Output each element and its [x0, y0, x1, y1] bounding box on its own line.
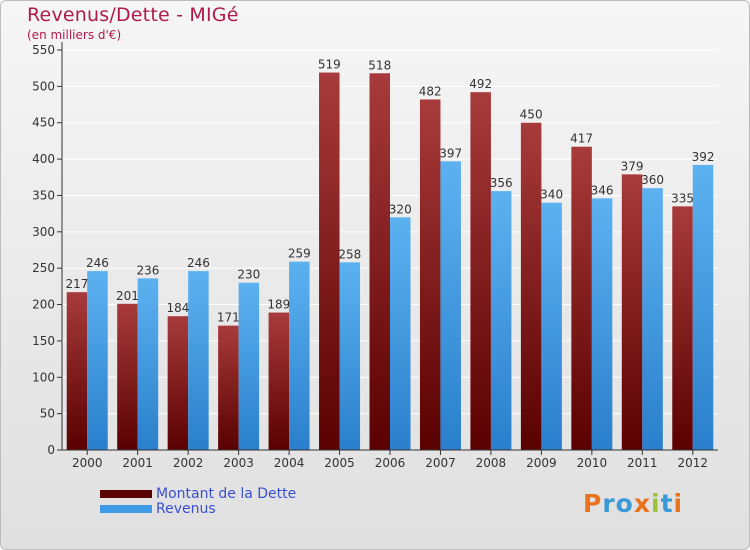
legend-item-debt: Montant de la Dette: [100, 485, 297, 502]
y-tick-label: 400: [32, 152, 55, 166]
y-tick-label: 200: [32, 298, 55, 312]
logo-letter: o: [615, 489, 634, 518]
bar-revenus: [87, 271, 108, 450]
x-tick-label: 2011: [627, 456, 658, 470]
data-label: 340: [540, 188, 563, 202]
x-tick-label: 2001: [122, 456, 153, 470]
logo-letter: r: [602, 489, 616, 518]
bar-revenus: [339, 262, 361, 450]
y-tick-label: 550: [32, 43, 55, 57]
bar-debt: [167, 316, 189, 450]
legend-label-debt: Montant de la Dette: [156, 485, 297, 502]
x-tick-label: 2010: [577, 456, 608, 470]
bar-revenus: [490, 191, 512, 450]
y-tick-label: 450: [32, 116, 55, 130]
x-tick-label: 2000: [72, 456, 103, 470]
data-label: 189: [267, 298, 290, 312]
x-tick-label: 2003: [223, 456, 254, 470]
bar-debt: [218, 325, 239, 450]
bar-debt: [621, 174, 643, 450]
bar-debt: [672, 206, 693, 450]
y-tick-label: 300: [32, 225, 55, 239]
x-tick-label: 2012: [677, 456, 708, 470]
logo-letter: i: [651, 489, 661, 518]
data-label: 360: [641, 173, 664, 187]
chart-title: Revenus/Dette - MIGé: [27, 4, 239, 26]
y-tick-label: 50: [40, 407, 55, 421]
bar-debt: [319, 72, 340, 450]
data-label: 246: [187, 256, 210, 270]
data-label: 356: [490, 176, 513, 190]
legend-label-revenus: Revenus: [156, 500, 216, 517]
data-label: 417: [570, 132, 593, 146]
logo-letter: x: [633, 489, 651, 518]
logo-letter: P: [583, 489, 603, 518]
x-tick-label: 2006: [375, 456, 406, 470]
x-tick-label: 2004: [274, 456, 305, 470]
axes: 0 50 100 150 200 250 300 350 400 450 500 550 2000 200…: [32, 42, 718, 470]
bar-revenus: [692, 164, 714, 450]
logo-letter: i: [673, 489, 684, 518]
y-tick-label: 500: [32, 79, 55, 93]
data-label: 482: [419, 84, 442, 98]
bar-debt: [268, 312, 290, 450]
data-label: 171: [217, 311, 240, 325]
y-tick-label: 100: [32, 370, 55, 384]
bar-revenus: [642, 188, 663, 450]
x-tick-label: 2008: [476, 456, 507, 470]
bar-revenus: [289, 261, 310, 450]
chart-subtitle: (en milliers d'€): [27, 28, 122, 42]
data-label: 230: [237, 268, 260, 282]
bar-debt: [520, 122, 542, 451]
data-label: 518: [368, 58, 391, 72]
data-label: 397: [439, 146, 462, 160]
data-label: 492: [469, 77, 492, 91]
bar-debt: [470, 92, 491, 450]
bar-revenus: [390, 217, 411, 450]
bar-revenus: [591, 198, 613, 450]
x-tick-label: 2007: [425, 456, 456, 470]
data-labels: 217 246 201 236 184 246 171 230 189 259 519 258 518 3…: [66, 58, 715, 325]
data-label: 519: [318, 58, 341, 72]
bar-debt: [571, 146, 592, 450]
y-tick-label: 150: [32, 334, 55, 348]
data-label: 201: [116, 289, 139, 303]
y-tick-label: 250: [32, 261, 55, 275]
proxiti-logo: Proxiti: [583, 489, 683, 518]
x-tick-label: 2005: [324, 456, 355, 470]
legend-item-revenus: Revenus: [100, 500, 296, 517]
data-label: 217: [66, 277, 89, 291]
bar-revenus: [188, 271, 209, 450]
data-label: 320: [389, 202, 412, 216]
bar-debt: [66, 292, 88, 450]
x-tick-label: 2009: [526, 456, 557, 470]
data-label: 184: [166, 301, 189, 315]
bar-revenus: [137, 278, 159, 450]
bar-revenus: [440, 161, 461, 451]
data-label: 236: [136, 263, 159, 277]
bars: [66, 72, 714, 451]
data-label: 346: [591, 183, 614, 197]
bar-revenus: [541, 202, 562, 450]
x-tick-label: 2002: [173, 456, 204, 470]
data-label: 450: [520, 108, 543, 122]
data-label: 335: [671, 191, 694, 205]
y-tick-label: 0: [47, 443, 55, 457]
data-label: 392: [692, 150, 715, 164]
legend-swatch-debt: [100, 489, 152, 498]
data-label: 379: [621, 159, 644, 173]
bar-debt: [117, 303, 138, 450]
legend: Montant de la Dette Revenus: [100, 485, 297, 517]
data-label: 246: [86, 256, 109, 270]
y-tick-label: 350: [32, 188, 55, 202]
bar-debt: [419, 99, 441, 451]
bar-revenus: [238, 282, 260, 450]
legend-swatch-revenus: [100, 504, 152, 513]
bar-debt: [369, 73, 390, 450]
logo-letter: t: [660, 489, 674, 518]
data-label: 258: [338, 247, 361, 261]
data-label: 259: [288, 247, 311, 261]
